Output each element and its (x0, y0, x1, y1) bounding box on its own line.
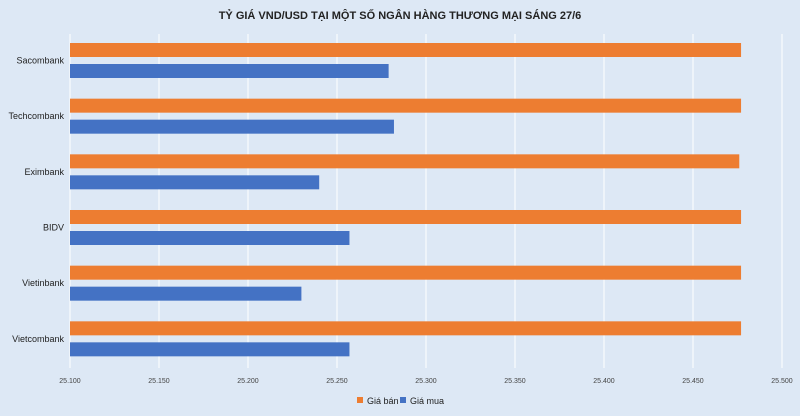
legend-label-0: Giá bán (367, 396, 399, 406)
bar-gia-ban-bidv (70, 210, 742, 224)
bars (70, 43, 742, 357)
bar-gia-mua-vietinbank (70, 286, 302, 301)
category-label-vietcombank: Vietcombank (12, 334, 64, 344)
gridlines (69, 34, 783, 368)
x-tick-label: 25.200 (237, 378, 259, 385)
bar-gia-ban-vietcombank (70, 321, 742, 336)
category-label-sacombank: Sacombank (16, 56, 64, 66)
bar-gia-ban-vietinbank (70, 265, 742, 280)
x-tick-label: 25.450 (682, 378, 704, 385)
x-tick-label: 25.400 (593, 378, 615, 385)
x-axis-ticks: 25.100 25.150 25.200 25.250 25.300 25.350 25.4… (59, 378, 793, 385)
x-tick-label: 25.150 (148, 378, 170, 385)
chart-title: TỶ GIÁ VND/USD TẠI MỘT SỐ NGÂN HÀNG THƯƠ… (219, 8, 582, 22)
bar-gia-mua-vietcombank (70, 342, 350, 357)
x-tick-label: 25.350 (504, 378, 526, 385)
category-label-vietinbank: Vietinbank (22, 278, 64, 288)
bar-gia-mua-sacombank (70, 64, 389, 78)
bar-gia-mua-techcombank (70, 119, 394, 134)
bar-gia-ban-sacombank (70, 43, 742, 57)
x-tick-label: 25.500 (771, 378, 793, 385)
x-tick-label: 25.100 (59, 378, 81, 385)
category-label-eximbank: Eximbank (24, 167, 64, 177)
legend-swatch-0 (357, 397, 363, 403)
x-tick-label: 25.250 (326, 378, 348, 385)
legend-swatch-1 (400, 397, 406, 403)
legend-label-1: Giá mua (410, 396, 444, 406)
x-tick-label: 25.300 (415, 378, 437, 385)
bar-gia-ban-eximbank (70, 154, 740, 169)
bar-gia-ban-techcombank (70, 98, 742, 113)
bar-gia-mua-bidv (70, 231, 350, 245)
bar-gia-mua-eximbank (70, 175, 320, 190)
legend: Giá bán Giá mua (357, 396, 444, 406)
category-labels: Sacombank Techcombank Eximbank BIDV Vietinba… (8, 56, 64, 344)
category-label-bidv: BIDV (43, 223, 64, 233)
category-label-techcombank: Techcombank (8, 111, 64, 121)
